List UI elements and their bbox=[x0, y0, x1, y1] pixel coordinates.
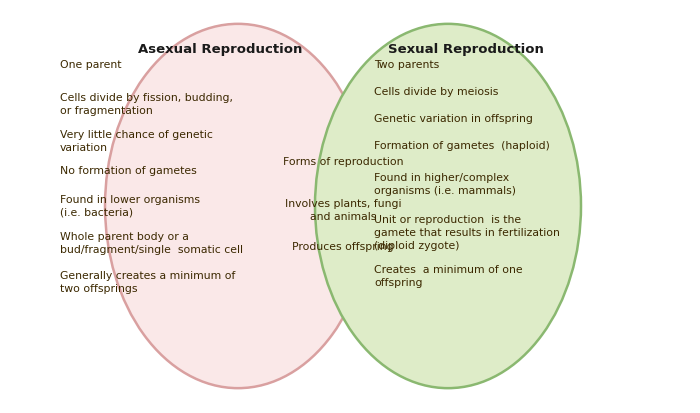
Text: Cells divide by meiosis: Cells divide by meiosis bbox=[374, 87, 499, 97]
Text: Genetic variation in offspring: Genetic variation in offspring bbox=[374, 114, 533, 123]
Text: Sexual Reproduction: Sexual Reproduction bbox=[388, 43, 543, 56]
Text: Forms of reproduction: Forms of reproduction bbox=[283, 157, 403, 167]
Ellipse shape bbox=[105, 25, 371, 388]
Text: Very little chance of genetic
variation: Very little chance of genetic variation bbox=[60, 130, 212, 153]
Text: Unit or reproduction  is the
gamete that results in fertilization
(diploid zygot: Unit or reproduction is the gamete that … bbox=[374, 215, 561, 250]
Ellipse shape bbox=[315, 25, 581, 388]
Text: Involves plants, fungi
and animals: Involves plants, fungi and animals bbox=[285, 198, 401, 221]
Text: Two parents: Two parents bbox=[374, 60, 440, 70]
Text: Creates  a minimum of one
offspring: Creates a minimum of one offspring bbox=[374, 264, 523, 287]
Text: Cells divide by fission, budding,
or fragmentation: Cells divide by fission, budding, or fra… bbox=[60, 93, 232, 116]
Text: Asexual Reproduction: Asexual Reproduction bbox=[139, 43, 302, 56]
Text: One parent: One parent bbox=[60, 60, 121, 70]
Text: Whole parent body or a
bud/fragment/single  somatic cell: Whole parent body or a bud/fragment/sing… bbox=[60, 231, 242, 254]
Text: Found in higher/complex
organisms (i.e. mammals): Found in higher/complex organisms (i.e. … bbox=[374, 173, 517, 195]
Text: Produces offspring: Produces offspring bbox=[292, 242, 394, 252]
Text: No formation of gametes: No formation of gametes bbox=[60, 165, 196, 175]
Text: Generally creates a minimum of
two offsprings: Generally creates a minimum of two offsp… bbox=[60, 271, 235, 293]
Text: Formation of gametes  (haploid): Formation of gametes (haploid) bbox=[374, 140, 550, 150]
Text: Found in lower organisms
(i.e. bacteria): Found in lower organisms (i.e. bacteria) bbox=[60, 194, 199, 217]
